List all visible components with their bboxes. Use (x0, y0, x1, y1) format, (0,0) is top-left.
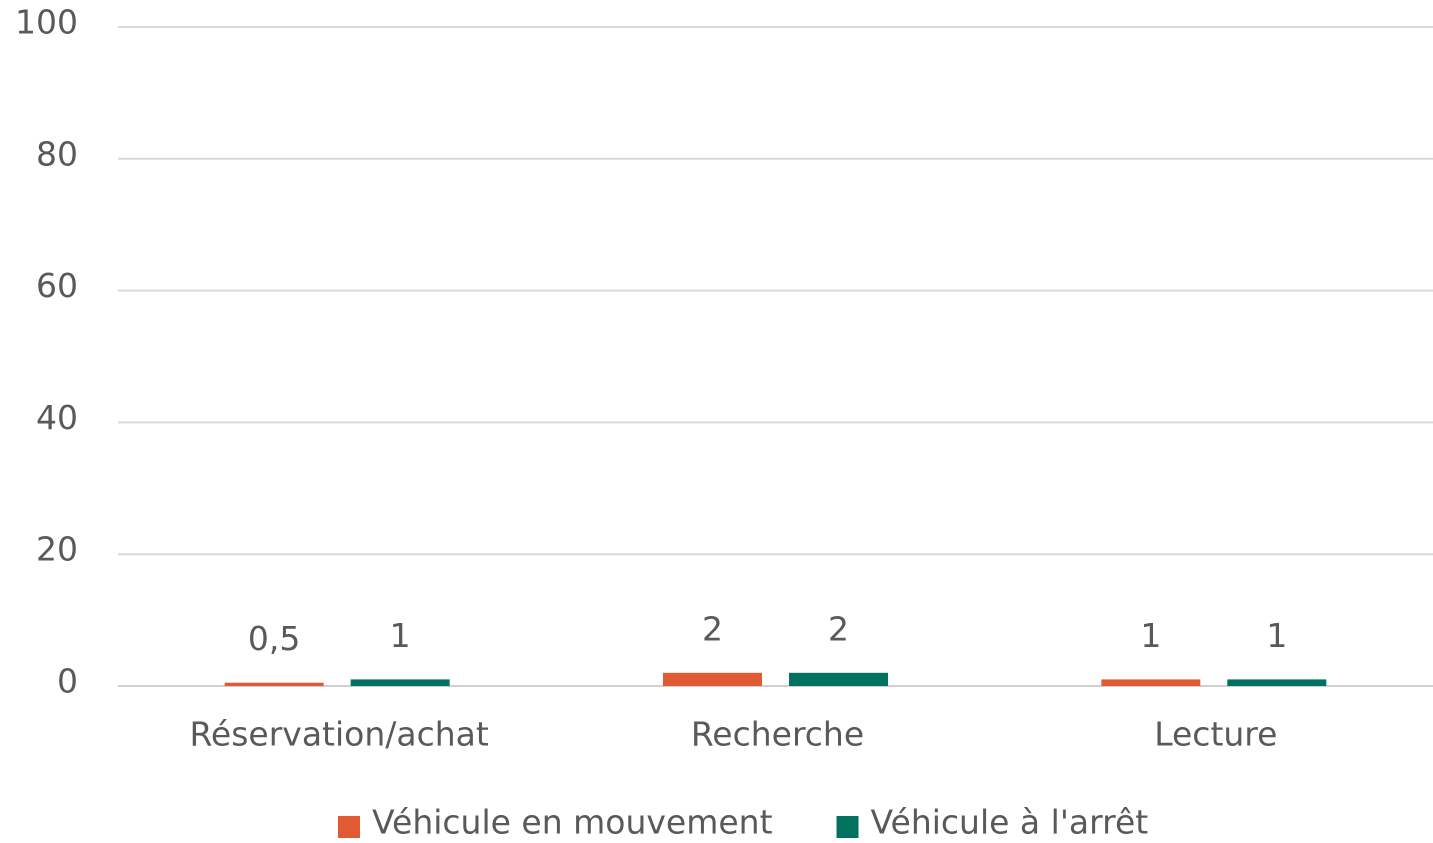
data-label: 1 (390, 616, 411, 655)
legend-swatch (338, 816, 360, 838)
bar (350, 679, 450, 686)
bar (789, 672, 888, 686)
data-label: 2 (828, 609, 849, 648)
bar (663, 672, 762, 686)
y-tick-label: 40 (36, 398, 78, 437)
bar (224, 682, 324, 686)
data-label: 1 (1266, 616, 1287, 655)
bar (1101, 679, 1201, 686)
x-tick-label: Lecture (1154, 715, 1277, 754)
x-tick-label: Réservation/achat (189, 715, 488, 754)
y-tick-label: 60 (36, 266, 78, 305)
y-tick-label: 20 (36, 530, 78, 569)
data-label: 1 (1140, 616, 1161, 655)
data-label: 2 (702, 609, 723, 648)
data-label: 0,5 (248, 619, 300, 658)
y-tick-label: 80 (36, 134, 78, 173)
legend-label: Véhicule en mouvement (372, 803, 773, 842)
legend-swatch (836, 816, 859, 838)
x-tick-label: Recherche (691, 715, 864, 754)
bar (1227, 679, 1327, 686)
y-tick-label: 100 (15, 3, 78, 42)
y-tick-label: 0 (57, 662, 78, 701)
legend-label: Véhicule à l'arrêt (871, 803, 1149, 842)
